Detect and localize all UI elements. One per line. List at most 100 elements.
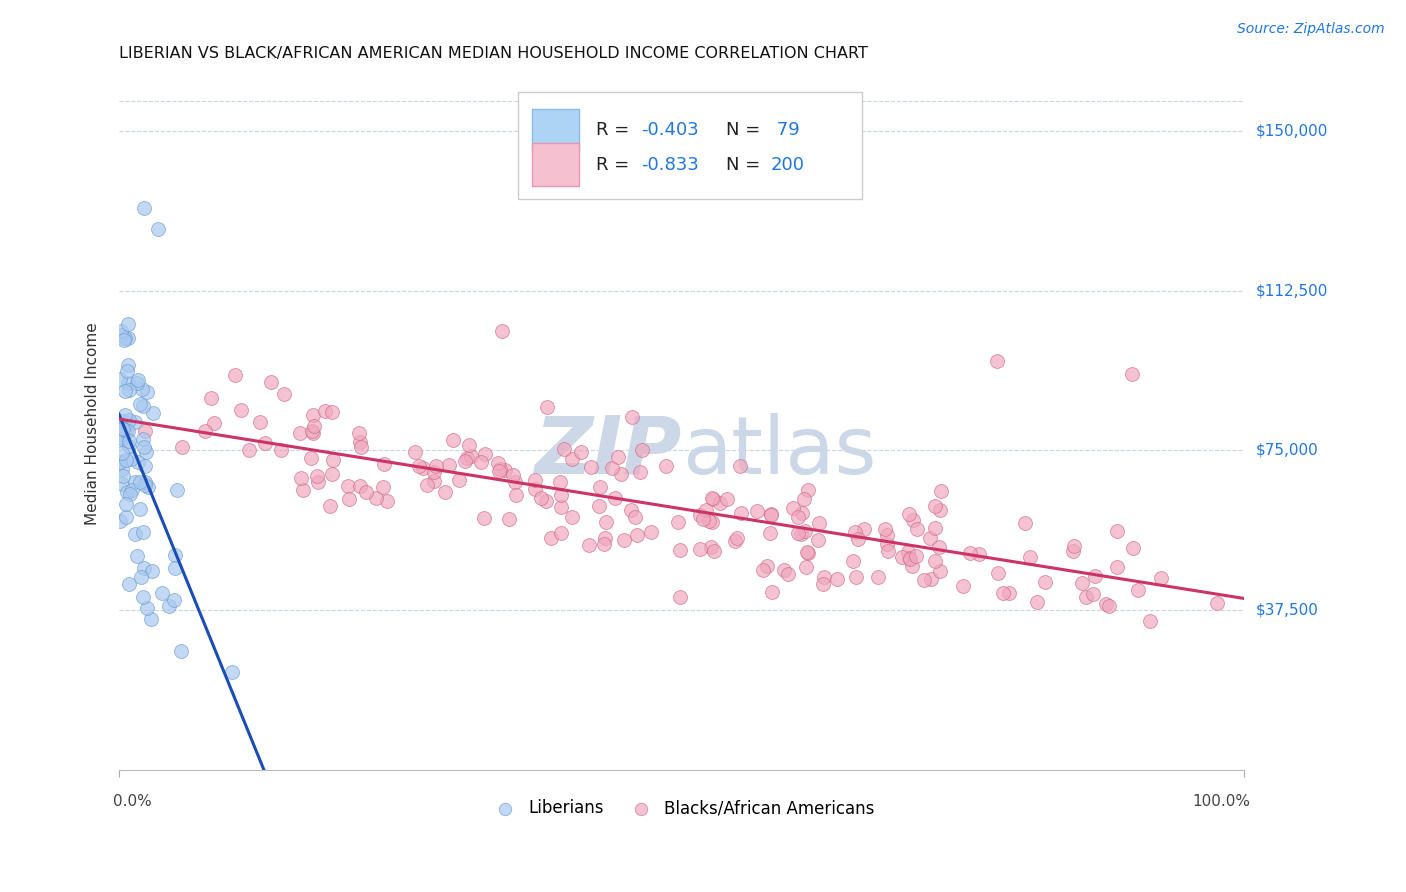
- Point: [112, 469, 135, 483]
- Point: [920, 572, 942, 586]
- Point: [172, 441, 194, 455]
- Point: [1150, 571, 1173, 585]
- Point: [845, 570, 868, 584]
- Point: [163, 549, 186, 563]
- Point: [593, 531, 616, 545]
- Point: [322, 453, 344, 467]
- Point: [1107, 559, 1129, 574]
- Point: [124, 475, 146, 489]
- Point: [628, 465, 651, 479]
- Point: [876, 536, 898, 550]
- Point: [669, 590, 692, 604]
- Point: [793, 492, 815, 507]
- FancyBboxPatch shape: [531, 144, 579, 186]
- Point: [1033, 575, 1056, 590]
- Point: [291, 483, 314, 497]
- Point: [782, 501, 804, 516]
- Point: [668, 515, 690, 529]
- Point: [117, 424, 139, 438]
- Point: [249, 415, 271, 429]
- Point: [134, 440, 156, 454]
- Point: [745, 504, 768, 518]
- Point: [224, 368, 246, 382]
- Point: [1019, 550, 1042, 565]
- Point: [807, 516, 830, 531]
- Point: [730, 506, 752, 520]
- Text: -0.403: -0.403: [641, 121, 699, 139]
- Point: [112, 333, 135, 347]
- Text: $75,000: $75,000: [1256, 443, 1317, 458]
- Point: [550, 475, 572, 489]
- Point: [200, 391, 222, 405]
- Point: [136, 480, 159, 494]
- Point: [503, 475, 526, 489]
- Point: [117, 358, 139, 372]
- Point: [354, 485, 377, 500]
- Point: [131, 399, 153, 413]
- Point: [125, 549, 148, 563]
- Point: [288, 426, 311, 441]
- Point: [605, 491, 627, 505]
- Point: [412, 460, 434, 475]
- Point: [238, 443, 260, 458]
- Point: [793, 524, 815, 538]
- Point: [952, 579, 974, 593]
- Point: [474, 447, 496, 461]
- Point: [728, 459, 751, 474]
- Point: [905, 522, 928, 536]
- Point: [502, 468, 524, 483]
- Point: [759, 508, 782, 522]
- Point: [115, 424, 138, 438]
- Point: [689, 508, 711, 522]
- Point: [111, 421, 134, 435]
- Point: [534, 494, 557, 508]
- Point: [194, 424, 217, 438]
- Point: [700, 541, 723, 555]
- Point: [134, 424, 156, 438]
- Point: [110, 324, 132, 338]
- Point: [553, 442, 575, 456]
- Point: [134, 475, 156, 489]
- Point: [589, 479, 612, 493]
- Point: [349, 434, 371, 449]
- Point: [1074, 590, 1097, 604]
- Point: [709, 496, 731, 510]
- Point: [550, 525, 572, 540]
- Point: [494, 463, 516, 477]
- Point: [1097, 599, 1119, 613]
- Point: [897, 545, 920, 559]
- Point: [929, 565, 952, 579]
- Point: [111, 461, 134, 475]
- Point: [853, 522, 876, 536]
- Point: [125, 376, 148, 391]
- Point: [114, 331, 136, 345]
- Y-axis label: Median Household Income: Median Household Income: [86, 322, 100, 525]
- Point: [129, 570, 152, 584]
- Point: [891, 550, 914, 565]
- Point: [877, 543, 900, 558]
- Point: [692, 512, 714, 526]
- Point: [319, 500, 342, 514]
- Point: [170, 643, 193, 657]
- Point: [897, 551, 920, 566]
- Point: [578, 538, 600, 552]
- Point: [128, 397, 150, 411]
- Point: [640, 524, 662, 539]
- Text: $150,000: $150,000: [1256, 123, 1327, 138]
- Legend: Liberians, Blacks/African Americans: Liberians, Blacks/African Americans: [482, 793, 882, 824]
- Point: [404, 445, 426, 459]
- Point: [129, 502, 152, 516]
- Point: [756, 559, 779, 574]
- Point: [924, 521, 946, 535]
- Point: [437, 458, 460, 473]
- Point: [423, 465, 446, 479]
- Point: [536, 401, 558, 415]
- Point: [273, 387, 295, 401]
- Point: [550, 500, 572, 515]
- Point: [148, 222, 170, 236]
- Point: [959, 546, 981, 560]
- Point: [1014, 516, 1036, 530]
- Point: [111, 422, 134, 436]
- Text: R =: R =: [596, 156, 636, 174]
- Point: [993, 586, 1015, 600]
